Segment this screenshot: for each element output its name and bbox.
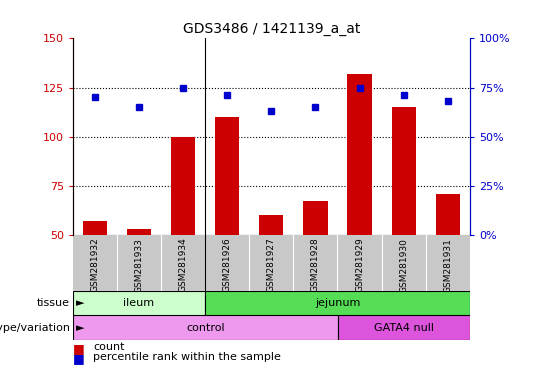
Text: GSM281926: GSM281926 (223, 238, 232, 293)
Text: GSM281931: GSM281931 (443, 238, 452, 293)
Text: ileum: ileum (124, 298, 154, 308)
Bar (73, 315, 338, 340)
Text: count: count (93, 342, 125, 352)
Bar (338, 315, 470, 340)
Bar (83, 221, 107, 235)
Text: ►: ► (76, 323, 84, 333)
Bar (259, 215, 284, 235)
Text: GATA4 null: GATA4 null (374, 323, 434, 333)
Text: ■: ■ (73, 352, 85, 365)
Bar (436, 194, 460, 235)
Bar (347, 74, 372, 235)
Text: ■: ■ (73, 342, 85, 355)
Text: genotype/variation: genotype/variation (0, 323, 70, 333)
Text: percentile rank within the sample: percentile rank within the sample (93, 352, 281, 362)
Bar (205, 291, 470, 315)
Bar (73, 291, 205, 315)
Text: control: control (186, 323, 225, 333)
Bar (171, 137, 195, 235)
Text: jejunum: jejunum (315, 298, 360, 308)
Text: GSM281927: GSM281927 (267, 238, 276, 293)
Text: GSM281928: GSM281928 (311, 238, 320, 293)
Bar (392, 107, 416, 235)
Text: ►: ► (76, 298, 84, 308)
Bar (215, 117, 239, 235)
Title: GDS3486 / 1421139_a_at: GDS3486 / 1421139_a_at (183, 22, 360, 36)
Text: GSM281930: GSM281930 (399, 238, 408, 293)
Bar (127, 229, 151, 235)
Text: tissue: tissue (37, 298, 70, 308)
Text: GSM281932: GSM281932 (91, 238, 99, 293)
Bar (303, 202, 328, 235)
Text: GSM281929: GSM281929 (355, 238, 364, 293)
Text: GSM281933: GSM281933 (134, 238, 144, 293)
Text: GSM281934: GSM281934 (179, 238, 188, 293)
